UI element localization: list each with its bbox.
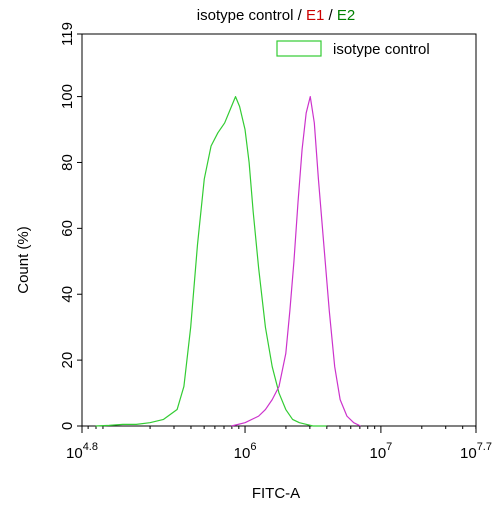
y-tick-label: 40 xyxy=(59,286,76,303)
legend-swatch-isotype-control xyxy=(276,40,322,57)
y-tick-label-group: 119 xyxy=(59,22,76,46)
title-part-0: isotype control xyxy=(197,7,294,24)
series-line-1 xyxy=(231,95,361,427)
x-tick-label: 106 xyxy=(234,441,257,462)
title-part-3: / xyxy=(324,7,337,24)
plot-frame xyxy=(81,33,477,427)
y-tick-label-group: 20 xyxy=(59,352,76,369)
title-part-4: E2 xyxy=(337,7,355,24)
legend-label-isotype-control: isotype control xyxy=(333,41,430,58)
series-layer xyxy=(95,95,361,427)
series-line-0 xyxy=(95,95,327,427)
title-part-2: E1 xyxy=(306,7,324,24)
y-axis-title: Count (%) xyxy=(15,226,32,294)
legend: isotype control xyxy=(276,40,430,58)
x-axis-title: FITC-A xyxy=(252,485,300,502)
y-tick-label-group: 40 xyxy=(59,286,76,303)
y-tick-label: 100 xyxy=(59,84,76,109)
y-tick-label-group: 100 xyxy=(59,84,76,109)
y-tick-label: 60 xyxy=(59,220,76,237)
title-part-1: / xyxy=(293,7,306,24)
y-tick-label-group: 0 xyxy=(59,422,76,430)
y-tick-label-group: 80 xyxy=(59,154,76,171)
y-axis-ticks: 0 20 40 60 80 100 119 xyxy=(59,22,82,430)
y-tick-label: 20 xyxy=(59,352,76,369)
y-tick-label-group: 60 xyxy=(59,220,76,237)
y-tick-label: 119 xyxy=(59,22,76,46)
y-tick-label: 0 xyxy=(59,422,76,430)
chart-title: isotype control / E1 / E2 xyxy=(197,7,355,24)
x-tick-label: 107.7 xyxy=(460,441,492,462)
y-tick-label: 80 xyxy=(59,154,76,171)
x-tick-label: 107 xyxy=(369,441,392,462)
y-axis-title-group: Count (%) xyxy=(15,226,32,294)
x-tick-label: 104.8 xyxy=(66,441,98,462)
x-axis-ticks: 104.8 106 107 107.7 xyxy=(66,426,492,462)
